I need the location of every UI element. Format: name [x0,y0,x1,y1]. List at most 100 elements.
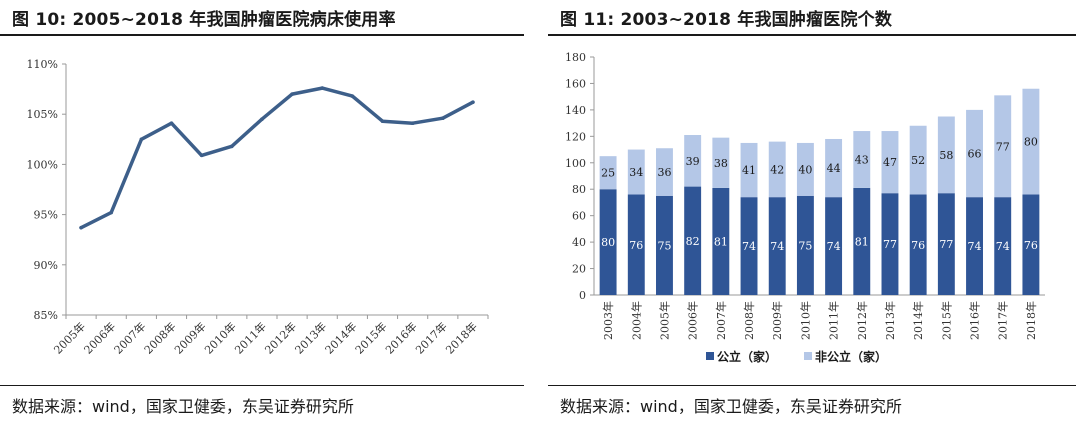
data-point [471,100,475,104]
data-label-private: 43 [855,153,869,166]
bar-private [937,116,955,194]
x-tick-label: 2006年 [81,319,118,356]
data-label-public: 76 [1024,239,1038,252]
bar-public [909,194,927,295]
data-label-private: 41 [742,164,756,177]
data-label-public: 74 [770,240,784,253]
x-tick-label: 2008年 [141,319,178,356]
x-tick-label: 2015年 [352,319,389,356]
data-point [290,92,294,96]
data-point [169,121,174,126]
data-label-private: 58 [939,149,953,162]
data-label-private: 39 [686,155,700,168]
bar-public [796,195,814,295]
figure-title: 图 10: 2005~2018 年我国肿瘤医院病床使用率 [12,10,396,30]
x-tick-label: 2014年 [322,319,359,356]
title-rule [548,34,1076,36]
bar-private [825,138,843,198]
bar-public [853,187,871,295]
x-tick-label: 2017年 [412,319,449,356]
legend-swatch-public [706,352,714,360]
bar-private [909,125,927,195]
x-tick-label: 2012年 [855,301,869,340]
x-tick-label: 2009年 [770,301,784,340]
figure-title: 图 11: 2003~2018 年我国肿瘤医院个数 [560,10,893,30]
x-tick-label: 2016年 [968,301,982,340]
data-point [260,117,264,122]
line-chart: 85% 90% 95% 100% 105% 110% 2005年2006年2007年2008… [27,58,489,357]
data-label-public: 74 [968,240,982,253]
bar-private [881,131,899,194]
legend-label-private: 非公立（家） [815,349,887,364]
x-tick-label: 2006年 [686,301,700,340]
data-label-public: 75 [657,239,671,252]
bar-public [825,197,843,295]
title-rule [0,34,524,36]
chart-panel-hospital-count: 图 11: 2003~2018 年我国肿瘤医院个数 0 20 40 60 80 100 12… [548,0,1080,424]
source-rule [548,385,1076,386]
bar-public [599,189,617,295]
bar-public [937,193,955,295]
data-label-public: 74 [996,240,1010,253]
data-point [139,137,144,142]
x-tick-label: 2010年 [798,301,812,340]
chart-panel-bed-usage: 图 10: 2005~2018 年我国肿瘤医院病床使用率 85% 90% 95% 10… [0,0,528,424]
y-tick-label: 110% [27,58,58,71]
x-tick-label: 2013年 [292,319,329,356]
x-tick-label: 2007年 [111,319,148,356]
data-label-private: 77 [996,140,1010,153]
data-label-private: 42 [770,163,784,176]
bar-private [684,135,702,187]
bar-private [712,137,730,188]
bar-private [656,148,673,196]
data-point [79,225,83,230]
bar-private [1022,88,1040,195]
data-point [380,119,385,124]
y-tick-label: 140 [565,104,586,117]
data-label-private: 52 [911,154,925,167]
x-tick-label: 2018年 [1024,301,1038,340]
y-tick-label: 180 [565,51,586,64]
x-tick-label: 2016年 [382,319,419,356]
data-label-public: 76 [629,239,643,252]
y-tick-label: 40 [572,236,586,249]
x-tick-label: 2004年 [629,301,643,340]
bar-private [627,149,645,195]
source-note: 数据来源：wind，国家卫健委，东吴证券研究所 [12,397,354,416]
y-tick-label: 120 [565,130,586,143]
data-label-public: 81 [855,235,869,248]
x-tick-label: 2012年 [262,319,299,356]
x-tick-label: 2018年 [443,319,480,356]
bar-private [966,109,983,198]
y-tick-label: 100 [565,157,586,170]
data-label-public: 82 [686,235,700,248]
x-tick-label: 2003年 [601,301,615,340]
data-label-private: 66 [968,148,982,161]
data-label-private: 44 [827,162,841,175]
bar-public [712,187,730,295]
y-tick-label: 90% [34,259,58,272]
x-tick-label: 2008年 [742,301,756,340]
data-label-private: 47 [883,156,897,169]
data-point [350,94,355,98]
x-tick-label: 2014年 [911,301,925,340]
data-label-private: 36 [657,166,671,179]
legend-label-public: 公立（家） [717,349,777,364]
y-tick-label: 60 [572,210,586,223]
data-label-public: 80 [601,236,615,249]
y-tick-label: 80 [572,183,586,196]
bar-private [994,95,1012,198]
data-label-public: 74 [827,240,841,253]
x-tick-label: 2010年 [201,319,238,356]
y-tick-label: 100% [27,158,58,171]
source-note: 数据来源：wind，国家卫健委，东吴证券研究所 [560,397,902,416]
stacked-bar-chart: 0 20 40 60 80 100 120 140 160 180 80 25 2003年 76 34 200… [565,51,1045,364]
bar-public [656,195,673,295]
data-point [109,210,114,215]
x-tick-label: 2017年 [996,301,1010,340]
x-tick-label: 2011年 [232,319,269,356]
bar-private [796,142,814,196]
data-label-public: 81 [714,235,728,248]
y-tick-label: 95% [34,209,58,222]
data-label-private: 40 [798,163,812,176]
